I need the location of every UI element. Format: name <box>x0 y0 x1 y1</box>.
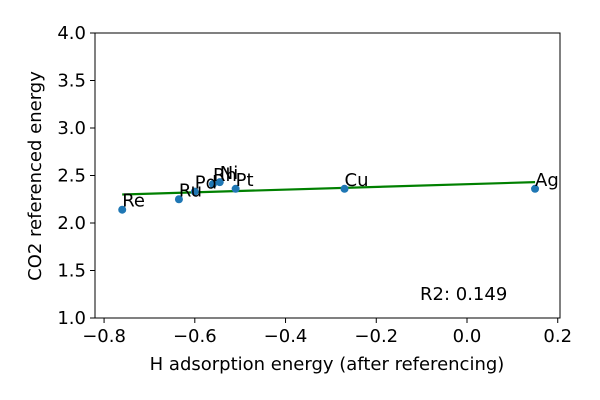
x-tick-label: −0.6 <box>173 326 217 347</box>
data-points <box>118 178 540 214</box>
data-point <box>118 205 127 214</box>
x-tick-label: −0.2 <box>354 326 398 347</box>
point-label: Ru <box>179 180 202 201</box>
r2-annotation: R2: 0.149 <box>420 284 507 305</box>
y-tick-label: 2.0 <box>57 213 86 234</box>
y-tick-label: 4.0 <box>57 23 86 44</box>
x-tick-label: 0.0 <box>453 326 482 347</box>
data-point <box>190 187 199 196</box>
data-point <box>215 178 224 187</box>
y-tick-label: 3.0 <box>57 118 86 139</box>
y-axis: 1.0 1.5 2.0 2.5 3.0 3.5 4.0 <box>57 23 95 329</box>
point-label: Pd <box>195 173 217 194</box>
x-axis: −0.8 −0.6 −0.4 −0.2 0.0 0.2 <box>82 318 572 347</box>
point-label: Rh <box>213 165 237 186</box>
point-label: Re <box>122 191 145 212</box>
y-tick-label: 1.0 <box>57 308 86 329</box>
plot-frame <box>94 32 561 319</box>
y-tick-label: 2.5 <box>57 166 86 187</box>
data-point <box>231 184 240 193</box>
data-point <box>174 195 183 204</box>
data-point <box>340 184 349 193</box>
data-point <box>531 184 540 193</box>
x-tick-label: −0.4 <box>264 326 308 347</box>
data-point <box>208 180 217 189</box>
x-tick-label: −0.8 <box>82 326 126 347</box>
y-tick-label: 3.5 <box>57 71 86 92</box>
x-tick-label: 0.2 <box>543 326 572 347</box>
y-tick-label: 1.5 <box>57 261 86 282</box>
point-label: Cu <box>345 170 369 191</box>
point-label: Ag <box>535 170 559 191</box>
point-label: Ni <box>220 163 238 184</box>
y-axis-label: CO2 referenced energy <box>25 71 46 281</box>
point-label: Pt <box>236 170 254 191</box>
x-axis-label: H adsorption energy (after referencing) <box>150 354 505 375</box>
